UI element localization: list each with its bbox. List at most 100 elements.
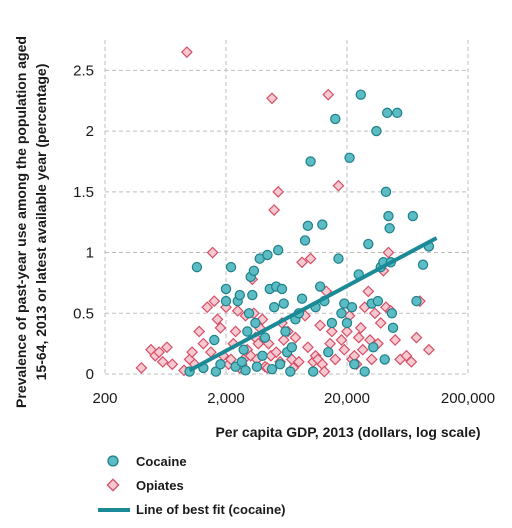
x-tick-label: 2,000 xyxy=(207,390,245,407)
opiates-point xyxy=(296,256,308,269)
opiates-point xyxy=(186,346,199,359)
y-axis-title-line-1: Prevalence of past-year use among the po… xyxy=(13,36,29,408)
opiates-point xyxy=(211,313,224,326)
cocaine-point xyxy=(417,259,429,270)
cocaine-point xyxy=(346,302,358,313)
cocaine-point xyxy=(268,302,280,313)
cocaine-point xyxy=(247,289,258,301)
opiates-point xyxy=(252,337,265,350)
cocaine-point xyxy=(387,322,399,334)
opiates-point xyxy=(314,319,327,332)
cocaine-point xyxy=(259,332,271,343)
cocaine-point xyxy=(344,152,355,164)
y-tick-label: 2 xyxy=(86,123,94,140)
y-tick-labels: 0 0.5 1 1.5 2 2.5 xyxy=(73,62,94,383)
opiates-point xyxy=(180,46,193,59)
cocaine-point xyxy=(286,342,298,353)
opiates-point xyxy=(292,355,305,368)
opiates-point xyxy=(208,295,221,308)
cocaine-point xyxy=(330,113,341,125)
opiates-point xyxy=(193,325,206,338)
opiates-point xyxy=(354,321,367,334)
opiates-point xyxy=(289,331,302,344)
legend-opiates-marker xyxy=(106,478,120,492)
legend-cocaine-label: Cocaine xyxy=(136,454,187,469)
opiates-point xyxy=(156,355,169,368)
opiates-point xyxy=(268,204,281,216)
opiates-point xyxy=(270,346,283,359)
cocaine-point xyxy=(307,366,319,377)
opiates-point xyxy=(160,341,173,354)
cocaine-point xyxy=(341,317,353,329)
cocaine-point xyxy=(243,308,255,319)
opiates-point xyxy=(206,246,219,259)
cocaine-point xyxy=(333,253,344,264)
legend: Cocaine Opiates Line of best fit (cocain… xyxy=(98,454,286,517)
cocaine-point xyxy=(220,295,232,307)
opiates-point xyxy=(356,343,369,356)
opiates-point xyxy=(329,353,342,366)
y-tick-label: 0 xyxy=(86,366,94,383)
cocaine-series xyxy=(184,89,435,377)
opiates-point xyxy=(341,325,353,338)
cocaine-point xyxy=(372,295,384,307)
cocaine-point xyxy=(248,265,260,276)
cocaine-point xyxy=(209,334,220,346)
x-tick-labels: 200 2,000 20,000 200,000 xyxy=(92,390,495,407)
opiates-point xyxy=(197,337,210,350)
cocaine-point xyxy=(359,366,370,377)
cocaine-point xyxy=(262,249,273,261)
cocaine-point xyxy=(305,156,316,167)
opiates-point xyxy=(153,346,166,359)
cocaine-point xyxy=(411,295,422,307)
cocaine-point xyxy=(368,342,379,353)
opiates-point xyxy=(422,343,435,356)
opiates-point xyxy=(277,334,290,346)
cocaine-point xyxy=(326,317,338,329)
x-tick-label: 200 xyxy=(92,390,117,407)
cocaine-point xyxy=(336,308,347,319)
opiates-point xyxy=(325,325,338,338)
opiates-point xyxy=(352,331,365,344)
cocaine-point xyxy=(392,107,403,119)
cocaine-point xyxy=(296,293,308,304)
cocaine-point xyxy=(251,361,263,372)
cocaine-point xyxy=(272,244,284,256)
legend-fit-label: Line of best fit (cocaine) xyxy=(136,502,286,517)
cocaine-point xyxy=(386,308,398,319)
opiates-point xyxy=(272,185,285,198)
cocaine-point xyxy=(299,235,311,246)
cocaine-point xyxy=(314,281,326,292)
cocaine-point xyxy=(220,283,232,295)
cocaine-point xyxy=(210,366,222,377)
cocaine-point xyxy=(250,317,261,329)
opiates-point xyxy=(405,355,418,368)
opiates-point xyxy=(368,307,381,320)
opiates-point xyxy=(214,321,227,334)
opiates-point xyxy=(229,325,242,338)
cocaine-point xyxy=(323,346,334,358)
opiates-point xyxy=(301,341,314,354)
opiates-point xyxy=(362,285,375,298)
cocaine-point xyxy=(257,350,268,361)
opiates-point xyxy=(324,337,337,350)
y-tick-label: 2.5 xyxy=(73,62,94,79)
cocaine-point xyxy=(383,210,394,222)
cocaine-point xyxy=(317,219,328,230)
x-tick-label: 20,000 xyxy=(324,390,370,407)
cocaine-point xyxy=(382,107,393,119)
opiates-point xyxy=(201,301,214,314)
y-tick-label: 1 xyxy=(86,245,94,262)
opiates-point xyxy=(318,365,331,378)
opiates-point xyxy=(382,246,395,259)
opiates-point xyxy=(410,331,423,344)
cocaine-point xyxy=(225,261,237,273)
opiates-point xyxy=(348,349,361,362)
best-fit-line-path xyxy=(188,236,438,373)
cocaine-point xyxy=(302,220,314,232)
x-axis-title: Per capita GDP, 2013 (dollars, log scale… xyxy=(215,424,480,440)
cocaine-point xyxy=(240,365,251,376)
best-fit-line xyxy=(188,236,438,373)
opiates-point xyxy=(332,179,345,192)
